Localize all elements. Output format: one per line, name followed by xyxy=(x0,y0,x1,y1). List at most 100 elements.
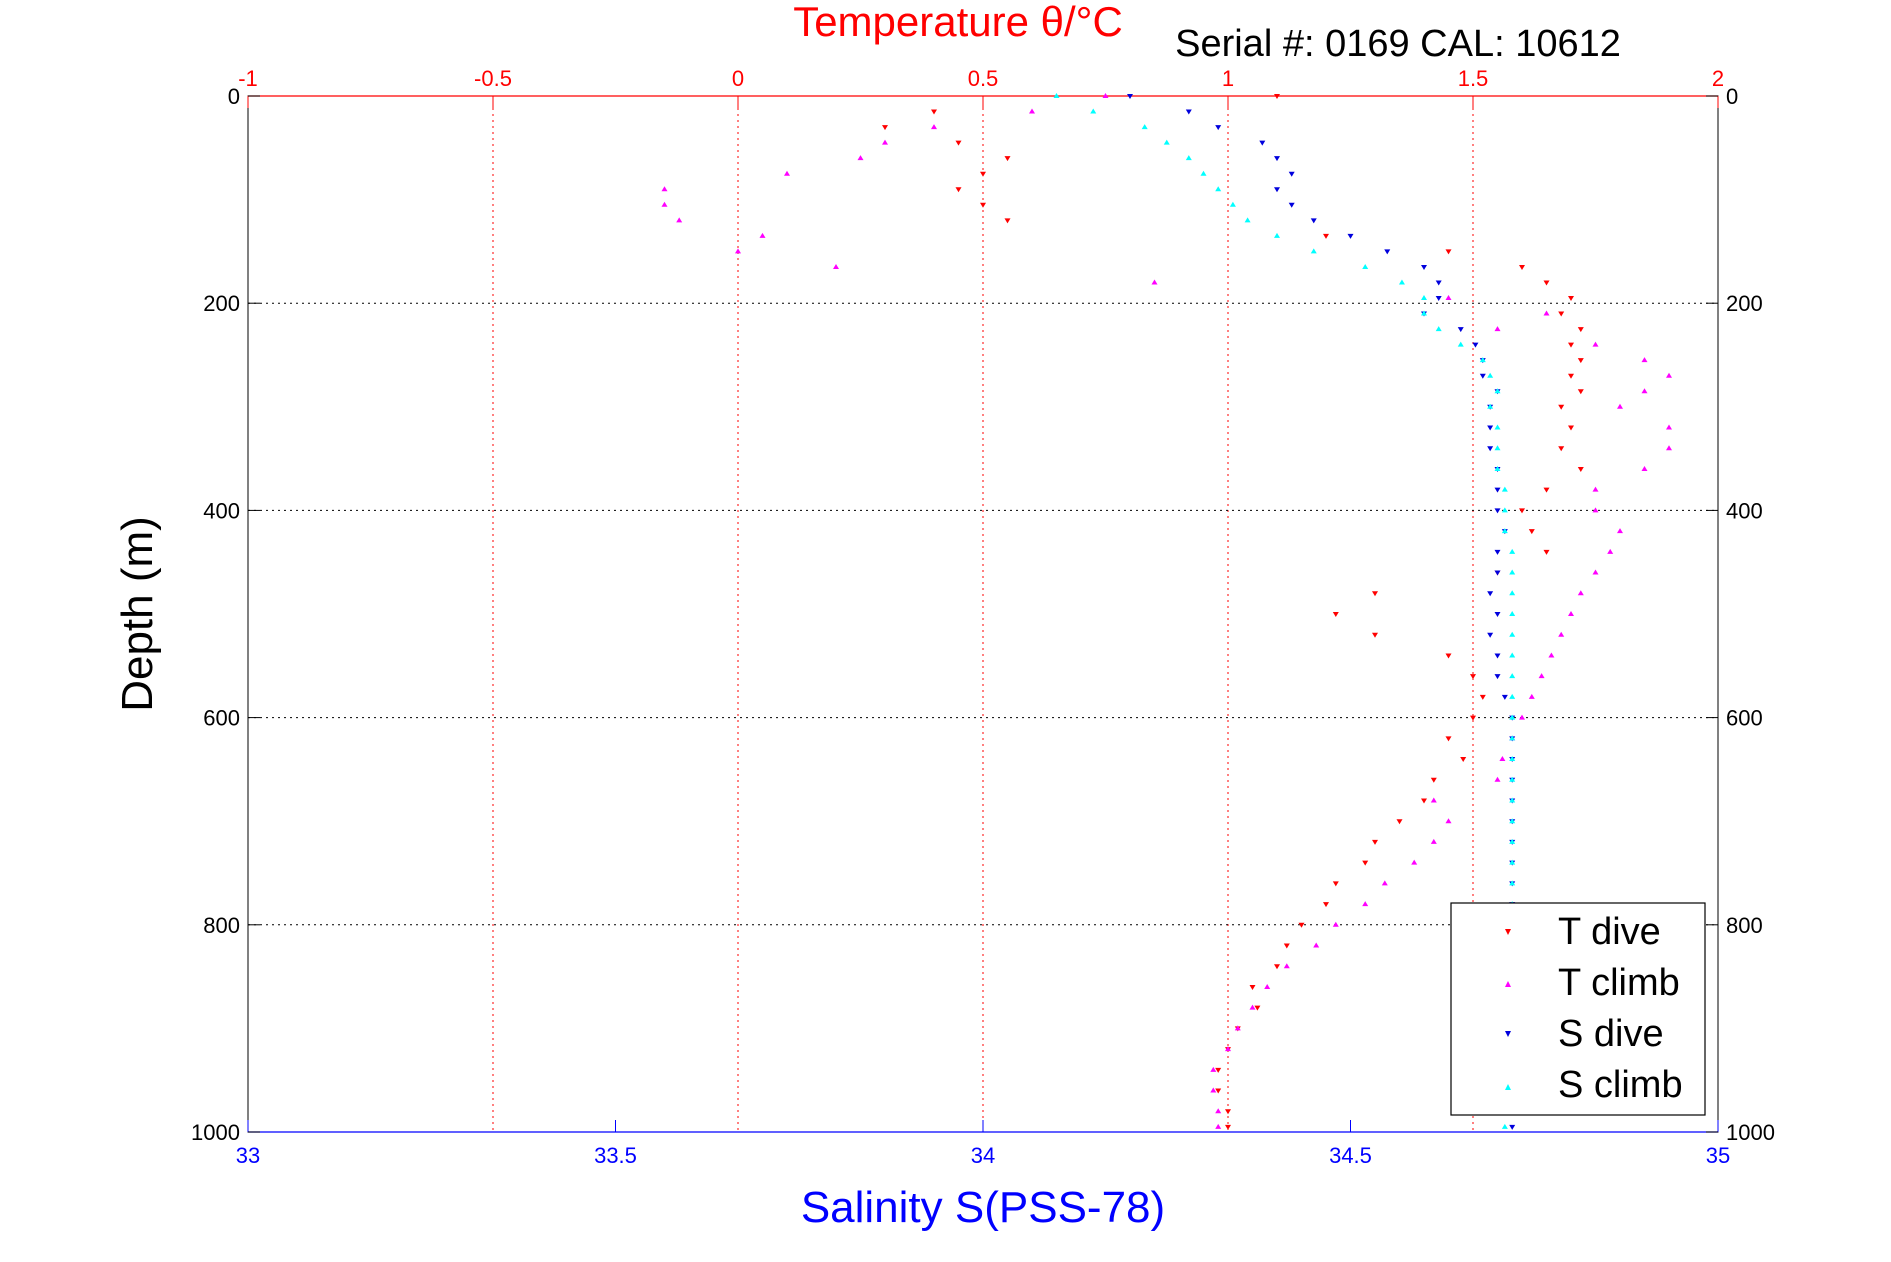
data-point-t-dive xyxy=(1558,311,1565,317)
data-point-t-climb xyxy=(1528,693,1535,699)
data-point-t-dive xyxy=(882,125,888,131)
data-point-t-dive xyxy=(1254,1005,1261,1011)
data-point-t-dive xyxy=(1470,715,1476,721)
data-point-t-climb xyxy=(1568,611,1574,616)
data-point-t-dive xyxy=(1372,839,1378,845)
data-point-s-dive xyxy=(1487,425,1494,431)
data-point-s-dive xyxy=(1494,570,1501,576)
data-point-s-climb xyxy=(1215,186,1222,192)
data-point-s-dive xyxy=(1185,109,1192,115)
data-point-s-climb xyxy=(1509,818,1516,824)
chart-title: Temperature θ/°C xyxy=(793,0,1123,45)
data-point-t-climb xyxy=(1332,921,1339,927)
depth-tick-label-right: 400 xyxy=(1726,498,1763,523)
data-point-t-climb xyxy=(1210,1087,1217,1093)
data-point-t-dive xyxy=(1543,549,1550,555)
data-point-t-dive xyxy=(1577,327,1584,333)
data-point-s-climb xyxy=(1479,357,1486,363)
data-point-s-climb xyxy=(1487,403,1494,409)
data-point-t-climb xyxy=(1430,797,1437,803)
data-point-s-dive xyxy=(1509,1124,1516,1130)
data-point-t-climb xyxy=(1215,1108,1222,1114)
data-point-t-climb xyxy=(1617,403,1623,409)
data-point-t-dive xyxy=(1362,860,1369,866)
salinity-tick-label: 35 xyxy=(1706,1143,1730,1168)
data-point-t-dive xyxy=(1004,156,1011,162)
y-axis-label-depth: Depth (m) xyxy=(113,516,162,712)
data-point-t-dive xyxy=(1323,902,1329,908)
legend-marker-s-climb xyxy=(1505,1084,1511,1090)
data-point-t-climb xyxy=(1592,486,1599,492)
data-point-s-dive xyxy=(1501,694,1508,700)
data-point-s-climb xyxy=(1509,611,1516,616)
data-point-t-dive xyxy=(1215,1088,1222,1094)
data-point-t-dive xyxy=(1004,218,1011,224)
data-point-t-climb xyxy=(1283,963,1290,969)
depth-tick-label-left: 200 xyxy=(203,291,240,316)
data-point-s-climb xyxy=(1509,673,1516,679)
data-point-s-climb xyxy=(1090,108,1097,114)
data-point-t-climb xyxy=(1494,326,1501,332)
temperature-tick-label: 0 xyxy=(732,66,744,91)
data-point-t-climb xyxy=(1538,673,1545,679)
data-point-s-climb xyxy=(1310,248,1317,254)
data-point-t-dive xyxy=(955,187,962,193)
data-point-s-climb xyxy=(1509,590,1516,596)
data-point-s-dive xyxy=(1487,591,1494,597)
depth-tick-label-right: 600 xyxy=(1726,706,1763,731)
data-point-t-climb xyxy=(1617,528,1623,534)
data-point-s-climb xyxy=(1509,797,1516,803)
axis-ticks: -1 -0.5 0 0.5 1 1.5 2 33 33.5 34 34.5 35 0 0 200 200 400… xyxy=(191,66,1775,1168)
salinity-tick-label: 34.5 xyxy=(1329,1143,1372,1168)
data-point-s-climb xyxy=(1457,341,1464,347)
data-point-t-climb xyxy=(1543,310,1550,316)
data-point-s-dive xyxy=(1457,327,1464,333)
data-point-t-climb xyxy=(784,170,790,176)
data-point-t-dive xyxy=(1445,736,1452,742)
data-point-s-climb xyxy=(1494,465,1501,471)
data-point-t-climb xyxy=(1234,1025,1241,1031)
data-point-t-dive xyxy=(1558,446,1565,452)
x-axis-label-salinity: Salinity S(PSS-78) xyxy=(801,1183,1165,1232)
data-point-t-climb xyxy=(1666,372,1672,378)
depth-tick-label-left: 0 xyxy=(228,84,240,109)
data-point-t-dive xyxy=(1430,777,1437,783)
data-point-t-climb xyxy=(1577,590,1584,596)
data-point-s-climb xyxy=(1421,295,1427,301)
data-point-s-dive xyxy=(1274,187,1280,193)
temperature-tick-label: 1.5 xyxy=(1458,66,1489,91)
data-point-t-climb xyxy=(1313,942,1320,948)
temperature-tick-label: 1 xyxy=(1222,66,1234,91)
depth-tick-label-right: 1000 xyxy=(1726,1120,1775,1145)
data-point-t-climb xyxy=(1445,295,1452,301)
data-point-s-climb xyxy=(1501,486,1508,492)
data-point-s-climb xyxy=(1163,139,1170,145)
data-point-t-dive xyxy=(980,171,986,177)
data-point-s-climb xyxy=(1509,714,1516,720)
legend-label-s-dive: S dive xyxy=(1558,1013,1664,1055)
data-point-t-dive xyxy=(1445,249,1452,255)
data-point-t-dive xyxy=(1460,757,1467,763)
data-point-t-climb xyxy=(1225,1046,1231,1052)
data-point-t-climb xyxy=(661,186,668,192)
data-point-t-climb xyxy=(1558,631,1565,637)
data-point-s-dive xyxy=(1259,140,1266,146)
depth-tick-label-left: 800 xyxy=(203,913,240,938)
data-point-s-dive xyxy=(1494,549,1501,555)
data-point-s-dive xyxy=(1421,264,1427,270)
data-point-t-dive xyxy=(955,140,962,146)
data-point-s-dive xyxy=(1494,612,1501,617)
data-point-s-climb xyxy=(1200,170,1207,176)
data-point-t-climb xyxy=(1411,859,1418,865)
data-point-t-climb xyxy=(1215,1123,1222,1129)
data-point-t-climb xyxy=(1548,652,1555,658)
data-point-t-climb xyxy=(676,217,683,223)
data-point-s-climb xyxy=(1501,1123,1508,1129)
data-point-t-dive xyxy=(1323,233,1329,239)
data-point-t-climb xyxy=(735,248,741,254)
data-point-s-dive xyxy=(1215,125,1222,131)
series-s-climb xyxy=(1053,93,1516,1129)
data-point-t-climb xyxy=(1641,388,1648,394)
data-point-t-dive xyxy=(1274,964,1280,970)
data-point-s-climb xyxy=(1494,424,1501,430)
